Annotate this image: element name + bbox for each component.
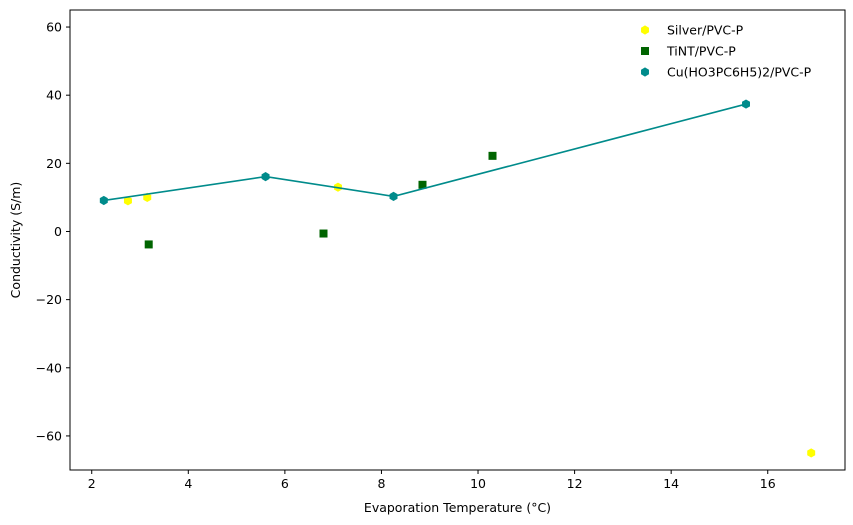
y-tick-label: 60 [46,20,62,35]
legend-item: TiNT/PVC-P [641,44,736,59]
legend-marker [641,47,649,55]
data-point [123,196,132,206]
plot-frame [69,9,846,471]
x-tick-label: 8 [377,476,385,491]
data-point [488,151,497,160]
series-layer [99,99,816,458]
series-2 [99,99,750,206]
y-tick-label: −60 [36,428,62,443]
data-point [144,240,153,249]
y-tick-label: −20 [36,292,62,307]
series-line [103,103,747,202]
x-axis-label: Evaporation Temperature (°C) [364,500,551,515]
legend-marker [641,67,649,77]
legend-label: Cu(HO3PC6H5)2/PVC-P [667,65,812,80]
legend-marker [641,25,649,35]
x-tick-label: 2 [88,476,96,491]
x-tick-label: 16 [760,476,776,491]
x-tick-label: 10 [470,476,486,491]
y-tick-label: 40 [46,88,62,103]
legend-label: TiNT/PVC-P [666,44,736,59]
data-point [319,229,328,238]
legend-item: Silver/PVC-P [641,23,744,38]
y-tick-label: 20 [46,156,62,171]
data-point [389,191,398,201]
x-tick-label: 14 [663,476,679,491]
series-1 [144,151,497,249]
data-point [99,195,108,206]
data-point [742,99,750,109]
data-point [807,448,816,458]
y-tick-label: −40 [36,360,62,375]
data-point [261,172,270,182]
series-0 [123,182,816,458]
legend-label: Silver/PVC-P [667,23,744,38]
x-tick-label: 4 [184,476,192,491]
data-point [418,180,427,189]
x-tick-label: 12 [567,476,583,491]
y-axis-ticks: −60 −40 −20 0 20 40 60 [36,20,70,443]
y-tick-label: 0 [54,224,62,239]
legend-item: Cu(HO3PC6H5)2/PVC-P [641,65,812,80]
x-axis-ticks: 2 4 6 8 10 12 14 16 [88,470,776,491]
x-tick-label: 6 [281,476,289,491]
legend: Silver/PVC-P TiNT/PVC-P Cu(HO3PC6H5)2/PVC-… [641,23,812,80]
y-axis-label: Conductivity (S/m) [8,182,23,299]
